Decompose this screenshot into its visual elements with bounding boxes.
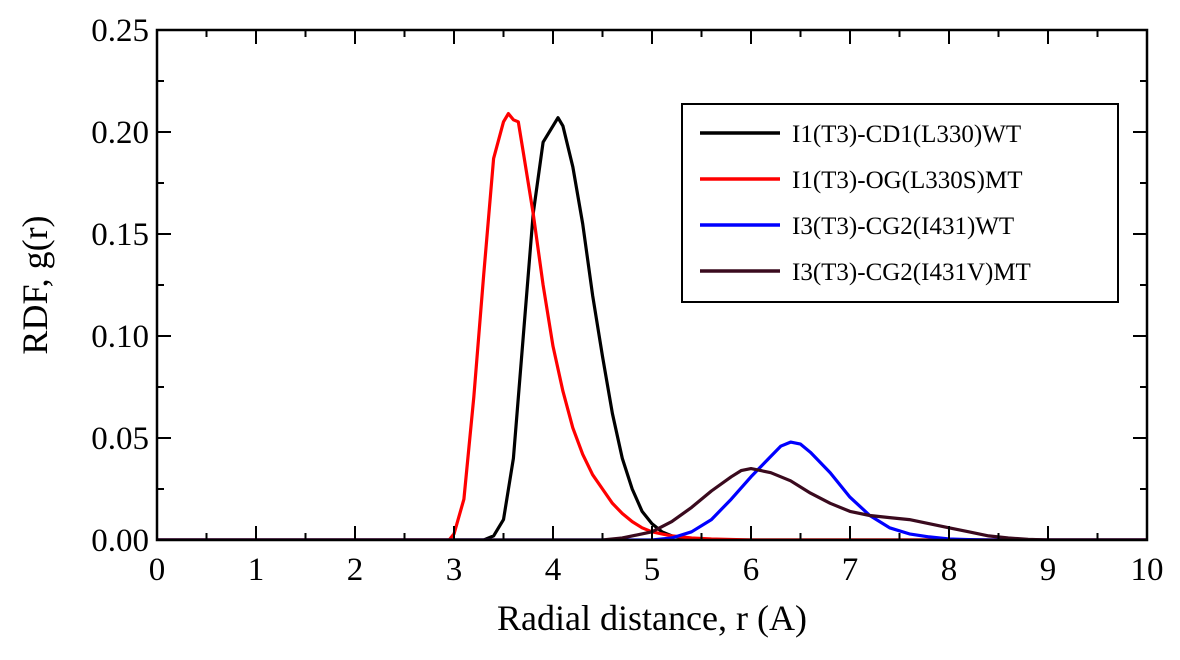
series-line-4 <box>157 467 1147 540</box>
x-tick-label: 0 <box>149 552 166 588</box>
x-tick-label: 10 <box>1131 552 1164 588</box>
y-tick-label: 0.25 <box>91 13 149 49</box>
x-tick-label: 4 <box>545 552 562 588</box>
series-line-1 <box>157 116 1147 540</box>
series-lines <box>157 112 1147 540</box>
x-tick-label: 9 <box>1040 552 1057 588</box>
y-tick-label: 0.00 <box>91 523 149 559</box>
legend-label-4: I3(T3)-CG2(I431V)MT <box>792 259 1031 286</box>
x-tick-label: 6 <box>743 552 760 588</box>
legend-box <box>681 103 1119 303</box>
y-tick-label: 0.05 <box>91 421 149 457</box>
y-tick-label: 0.10 <box>91 319 149 355</box>
series-line-3 <box>157 440 1147 540</box>
x-axis-title: Radial distance, r (A) <box>497 598 807 638</box>
legend-label-1: I1(T3)-CD1(L330)WT <box>792 121 1021 148</box>
x-tick-label: 8 <box>941 552 958 588</box>
legend: I1(T3)-CD1(L330)WT I1(T3)-OG(L330S)MT I3(T… <box>681 103 1119 303</box>
plot-area <box>157 112 1147 540</box>
x-tick-label: 2 <box>347 552 364 588</box>
axes: 0 1 2 3 4 5 6 7 8 9 10 0.00 0.05 0.10 0.15 0.20 0.25 <box>91 13 1163 588</box>
x-tick-label: 7 <box>842 552 859 588</box>
series-line-2 <box>157 112 1147 540</box>
y-tick-label: 0.20 <box>91 115 149 151</box>
legend-label-2: I1(T3)-OG(L330S)MT <box>792 167 1023 194</box>
x-tick-label: 5 <box>644 552 661 588</box>
x-tick-label: 1 <box>248 552 265 588</box>
y-tick-label: 0.15 <box>91 217 149 253</box>
x-tick-label: 3 <box>446 552 463 588</box>
y-axis-title: RDF, g(r) <box>15 215 55 354</box>
legend-label-3: I3(T3)-CG2(I431)WT <box>792 213 1014 240</box>
